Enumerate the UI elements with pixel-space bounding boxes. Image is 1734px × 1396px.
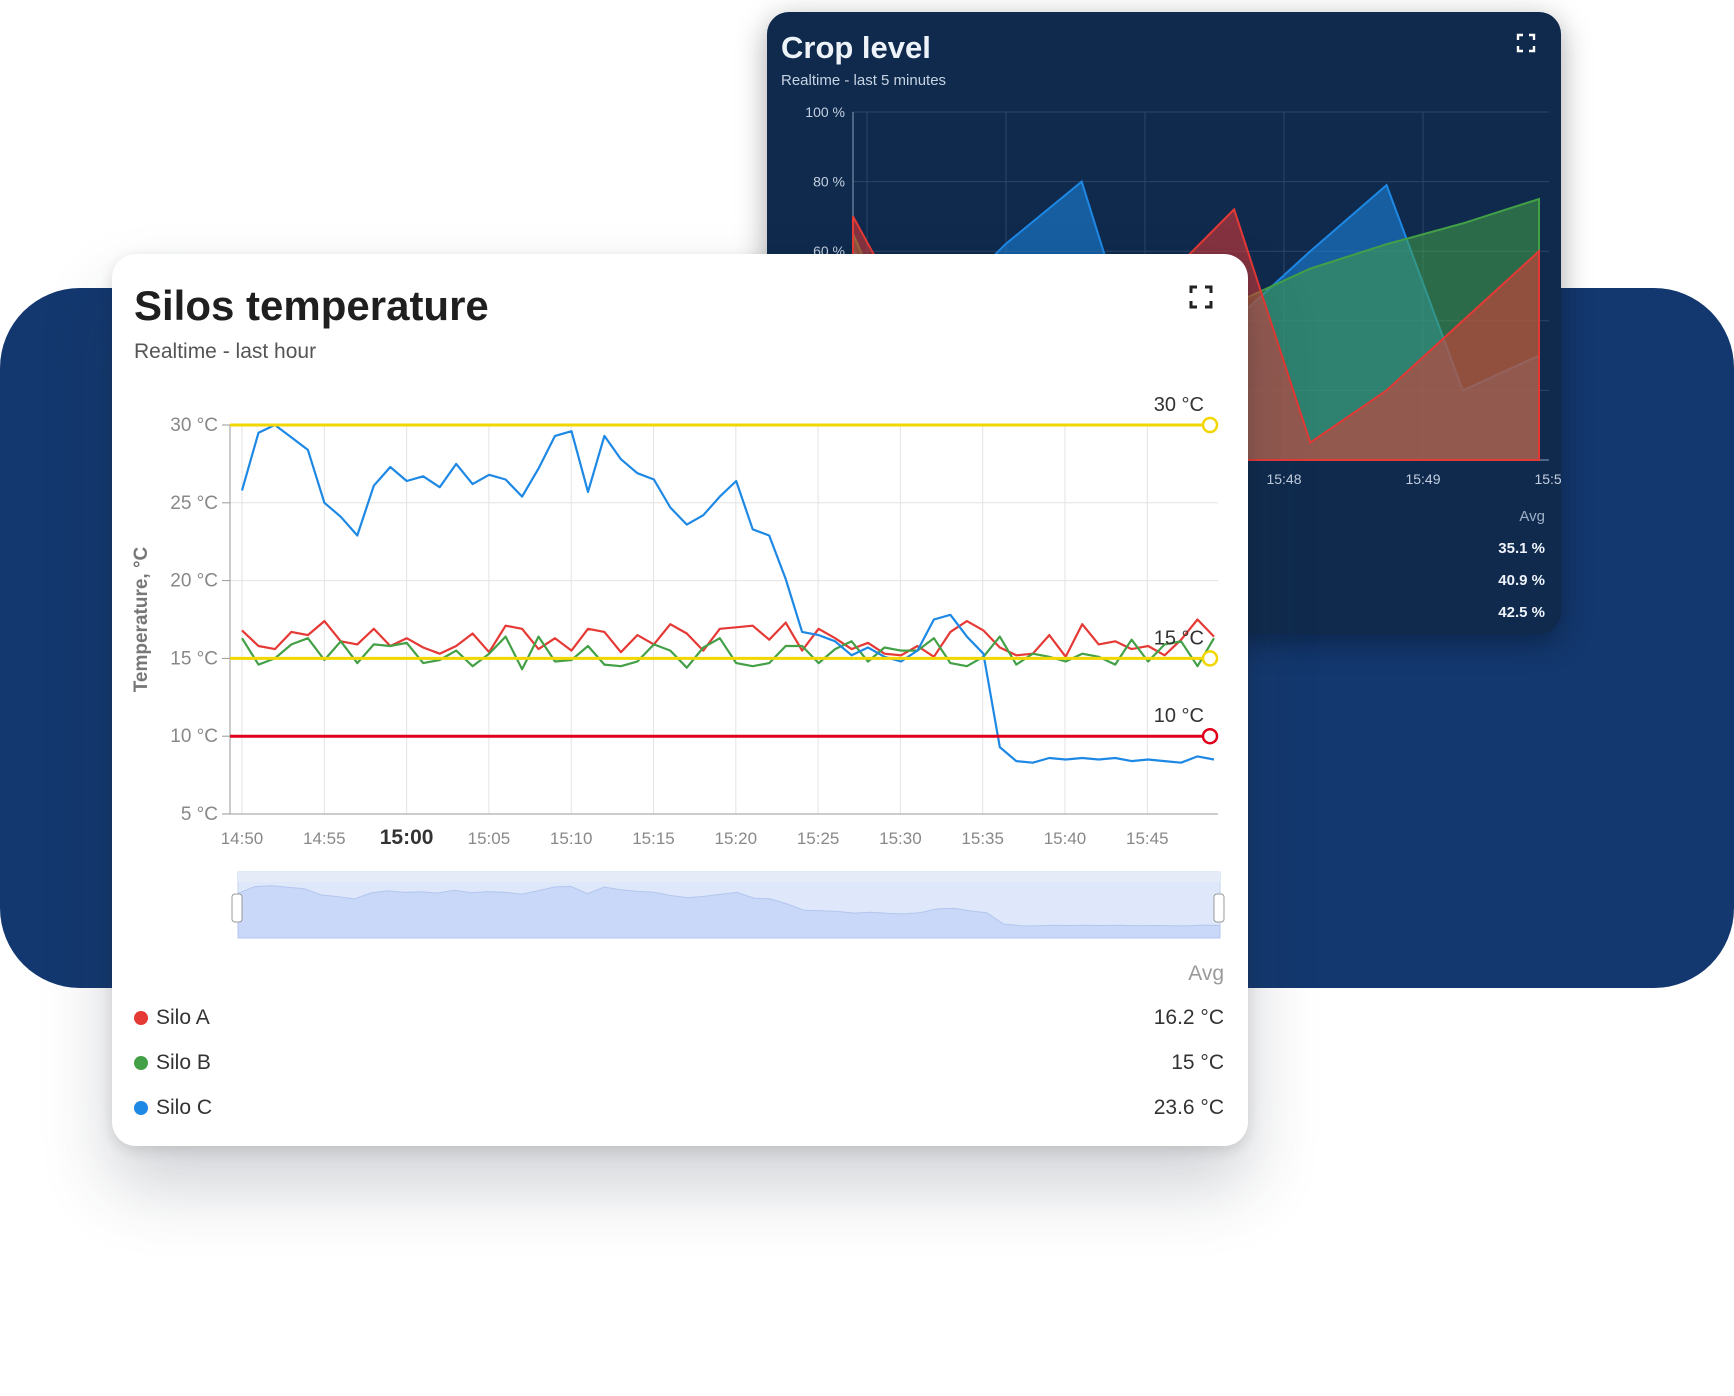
y-axis-title: Temperature, °C	[131, 546, 152, 692]
x-tick-label: 14:50	[221, 829, 264, 848]
silo-c-dot	[134, 1101, 148, 1115]
legend-item-silo-c[interactable]: Silo C 23.6 °C	[134, 1093, 1224, 1123]
series-line-silo-a	[241, 618, 1215, 658]
temperature-chart: 14:50 14:55 15:00 15:05 15:10 15:15 15:20 15:25…	[131, 394, 1225, 939]
crop-card-subtitle: Realtime - last 5 minutes	[781, 72, 947, 89]
range-navigator-top-bar	[238, 872, 1220, 882]
y-tick-label: 80 %	[813, 174, 845, 190]
threshold-label: 15 °C	[1154, 627, 1204, 649]
legend-avg-value: 16.2 °C	[1153, 1006, 1224, 1029]
x-tick-label: 15:15	[632, 829, 675, 848]
x-tick-label: 14:55	[303, 829, 346, 848]
silos-temperature-card: 14:50 14:55 15:00 15:05 15:10 15:15 15:20 15:25…	[112, 254, 1248, 1146]
legend-avg-value: 15 °C	[1171, 1051, 1224, 1074]
y-tick-label: 20 °C	[170, 571, 218, 592]
crop-avg-value: 40.9 %	[1498, 572, 1545, 589]
range-handle-right	[1213, 893, 1225, 923]
fullscreen-icon[interactable]	[1515, 32, 1537, 54]
threshold-label: 30 °C	[1154, 394, 1204, 416]
x-tick-label: 15:00	[380, 826, 434, 849]
temp-card-title: Silos temperature	[134, 282, 489, 329]
x-tick-label: 15:45	[1126, 829, 1169, 848]
avg-column-header: Avg	[1188, 962, 1224, 985]
x-tick-label: 15:25	[797, 829, 840, 848]
x-tick-label: 15:50	[1534, 471, 1561, 487]
crop-card-title: Crop level	[781, 30, 931, 65]
series-line-silo-c	[240, 423, 1215, 764]
legend-avg-value: 23.6 °C	[1153, 1096, 1224, 1119]
x-tick-label: 15:20	[715, 829, 758, 848]
silo-b-dot	[134, 1056, 148, 1070]
legend-item-silo-a[interactable]: Silo A 16.2 °C	[134, 1003, 1224, 1033]
crop-avg-header: Avg	[1519, 508, 1545, 525]
crop-avg-value: 42.5 %	[1498, 604, 1545, 621]
range-navigator-preview	[237, 885, 1221, 939]
fullscreen-icon[interactable]	[1188, 284, 1214, 310]
y-tick-label: 30 °C	[170, 415, 218, 436]
silo-a-dot	[134, 1011, 148, 1025]
y-tick-label: 100 %	[805, 104, 845, 120]
range-handle-left	[231, 893, 243, 923]
x-tick-label: 15:48	[1266, 471, 1301, 487]
x-tick-label: 15:05	[468, 829, 511, 848]
threshold-handle	[1201, 650, 1219, 667]
temp-card-subtitle: Realtime - last hour	[134, 340, 317, 363]
legend-label: Silo C	[156, 1096, 213, 1119]
x-tick-label: 15:40	[1044, 829, 1087, 848]
x-tick-label: 15:49	[1405, 471, 1440, 487]
y-tick-label: 5 °C	[181, 804, 218, 825]
legend-item-silo-b[interactable]: Silo B 15 °C	[134, 1048, 1224, 1078]
y-tick-label: 10 °C	[170, 726, 218, 747]
x-tick-label: 15:30	[879, 829, 922, 848]
y-tick-label: 25 °C	[170, 493, 218, 514]
legend-label: Silo A	[156, 1006, 210, 1029]
threshold-handle	[1201, 416, 1219, 434]
x-tick-label: 15:10	[550, 829, 593, 848]
threshold-handle	[1201, 727, 1219, 745]
x-tick-label: 15:35	[961, 829, 1004, 848]
legend-label: Silo B	[156, 1051, 211, 1074]
threshold-label: 10 °C	[1154, 705, 1204, 727]
crop-avg-value: 35.1 %	[1498, 540, 1545, 557]
y-tick-label: 15 °C	[170, 648, 218, 669]
